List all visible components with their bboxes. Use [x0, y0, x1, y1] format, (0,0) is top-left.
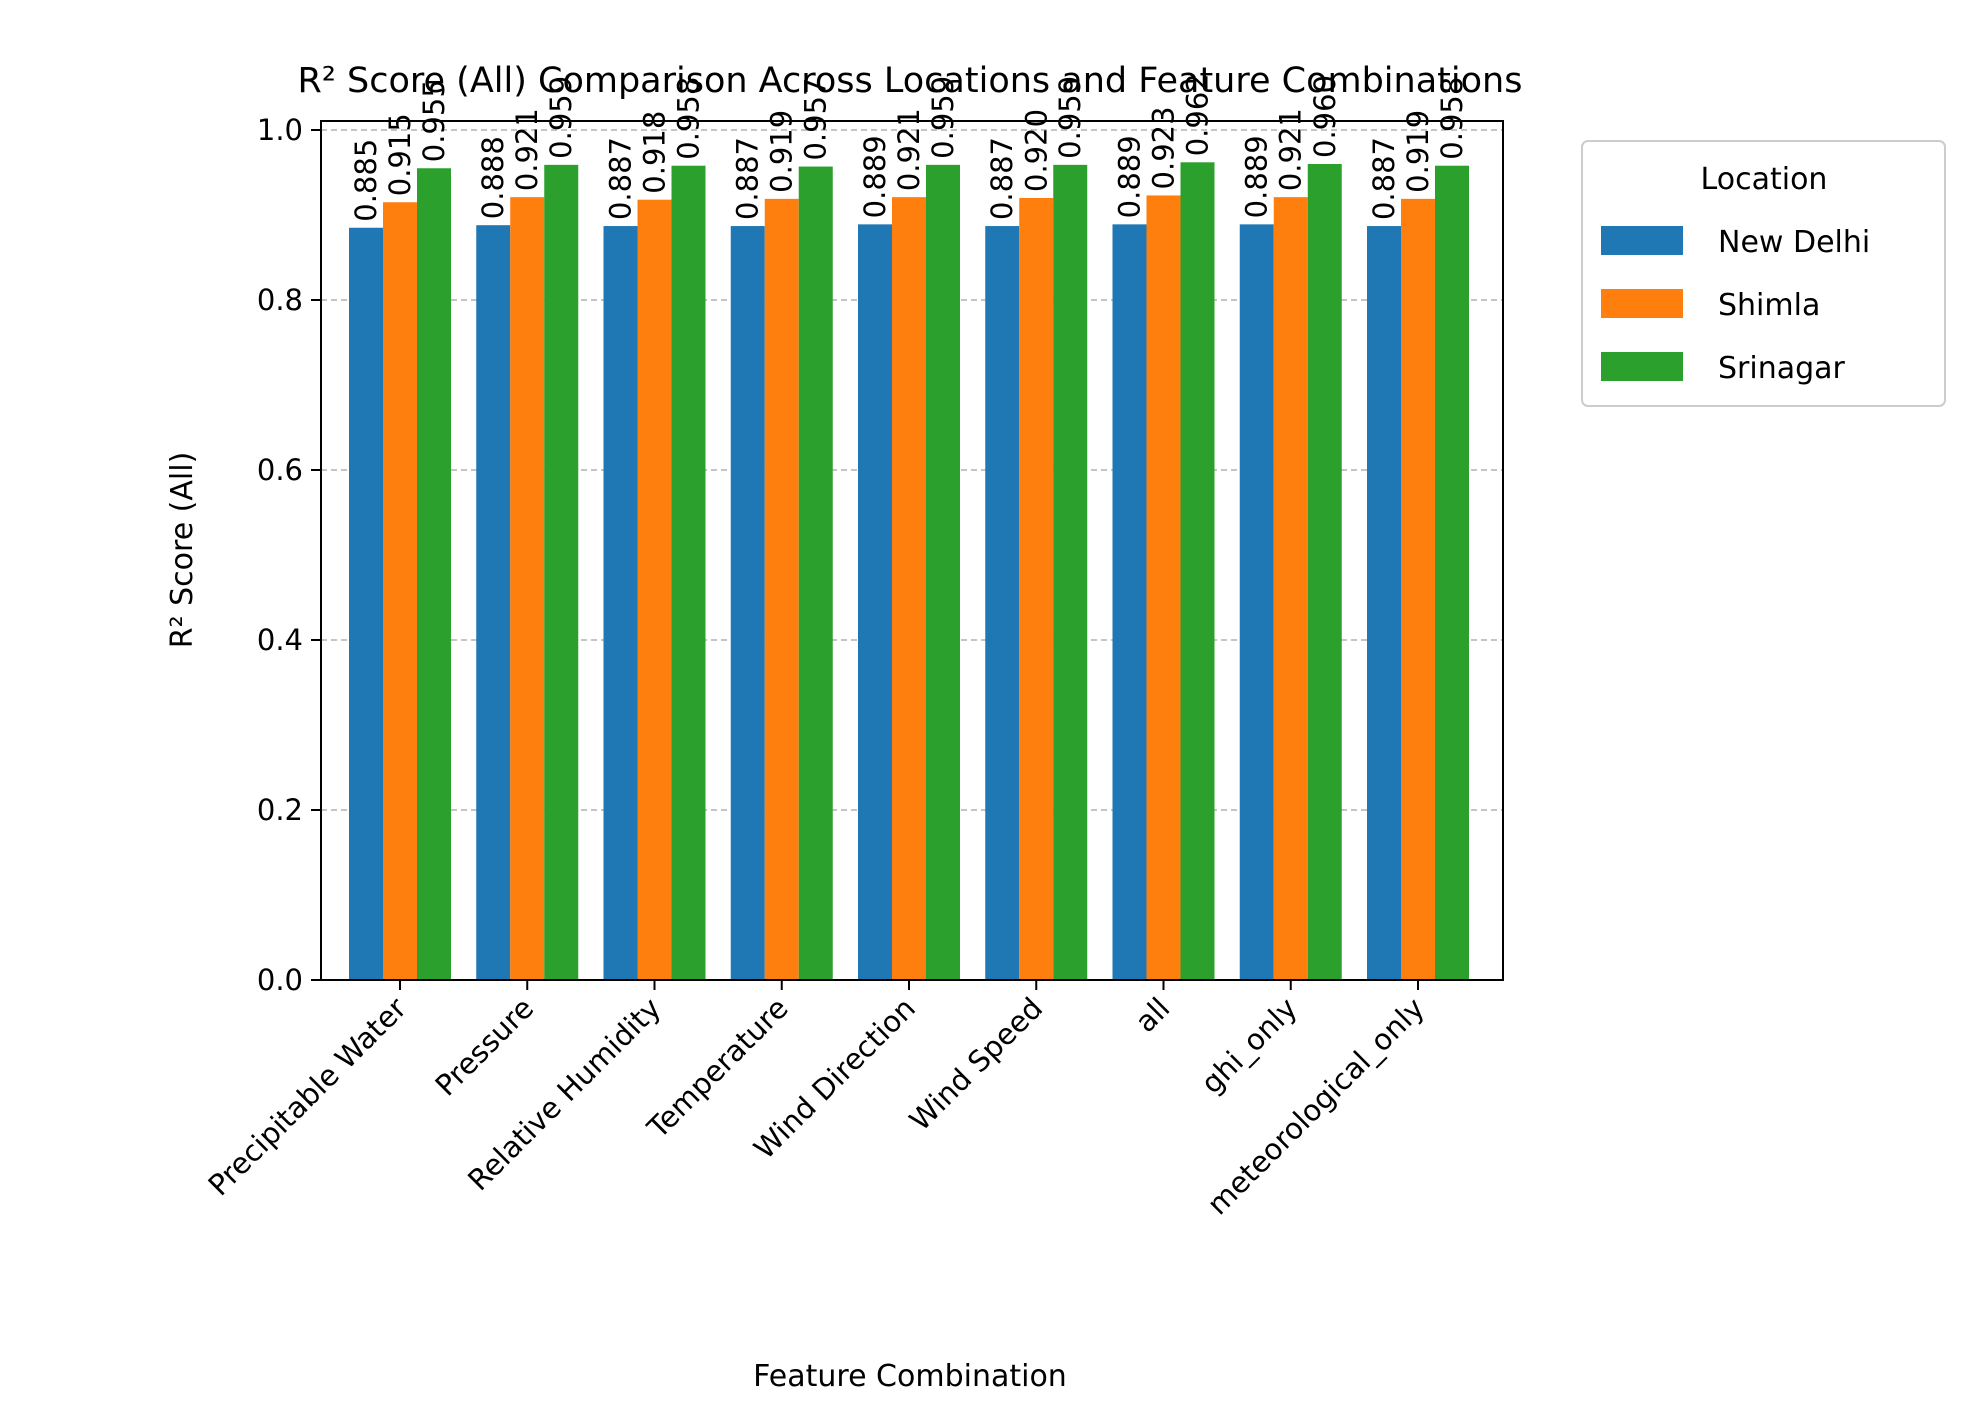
plot-frame: [320, 120, 1504, 981]
x-tick-label: ghi_only: [1194, 991, 1303, 1100]
bar: [476, 225, 511, 980]
data-label: 0.958: [1435, 77, 1469, 160]
data-label: 0.957: [799, 78, 833, 161]
data-label: 0.915: [383, 113, 417, 196]
legend-items: New Delhi Shimla Srinagar: [1601, 225, 1870, 386]
y-tick-label: 0.8: [257, 283, 303, 317]
data-label: 0.959: [544, 76, 578, 159]
y-tick-label: 1.0: [257, 113, 303, 147]
bar: [1180, 162, 1215, 981]
legend-label: Srinagar: [1718, 351, 1846, 386]
legend-swatch: [1601, 352, 1683, 381]
legend-swatch: [1601, 289, 1683, 318]
data-label: 0.889: [858, 135, 892, 218]
data-label: 0.889: [1113, 135, 1147, 218]
chart-title: R² Score (All) Comparison Across Locatio…: [298, 61, 1523, 101]
bar: [1435, 165, 1469, 980]
data-label: 0.959: [1053, 76, 1087, 159]
bar: [417, 168, 451, 980]
legend-box: [1581, 140, 1946, 407]
x-axis-label: Feature Combination: [753, 1359, 1067, 1394]
data-label: 0.887: [731, 137, 765, 220]
data-label: 0.919: [1401, 110, 1435, 193]
bar: [637, 199, 672, 980]
data-label: 0.887: [1367, 137, 1401, 220]
bar: [349, 227, 383, 980]
data-label: 0.885: [349, 139, 383, 222]
legend-label: New Delhi: [1718, 225, 1870, 260]
x-tick-label: Pressure: [429, 991, 541, 1103]
bar: [1112, 224, 1147, 981]
data-label: 0.887: [604, 137, 638, 220]
bars-layer: [349, 162, 1469, 981]
y-tick-label: 0.0: [257, 963, 303, 997]
bar: [730, 226, 765, 981]
x-tick-label: Precipitable Water: [202, 991, 413, 1202]
data-label: 0.918: [638, 111, 672, 194]
y-tick-label: 0.4: [257, 623, 303, 657]
data-label: 0.962: [1181, 73, 1215, 156]
x-tick-label: Wind Speed: [903, 991, 1049, 1137]
bar: [1239, 224, 1274, 981]
y-axis: 0.0 0.2 0.4 0.6 0.8 1.0: [257, 113, 321, 997]
bar: [383, 202, 417, 980]
legend: Location New Delhi Shimla Srinagar: [1581, 140, 1946, 407]
data-label: 0.888: [476, 136, 510, 219]
data-label: 0.960: [1308, 75, 1342, 158]
bar: [603, 226, 638, 981]
bar: [764, 198, 799, 981]
data-label: 0.889: [1240, 135, 1274, 218]
y-tick-label: 0.2: [257, 793, 303, 827]
bar: [1019, 198, 1054, 980]
bar: [1367, 226, 1401, 981]
bar: [544, 164, 579, 981]
data-label: 0.920: [1019, 109, 1053, 192]
data-label: 0.923: [1147, 106, 1181, 189]
bar: [1053, 164, 1088, 981]
data-label: 0.887: [985, 137, 1019, 220]
bar: [510, 197, 545, 980]
data-label: 0.959: [926, 76, 960, 159]
bar: [1146, 195, 1181, 980]
x-tick-label: meteorological_only: [1200, 991, 1430, 1221]
legend-label: Shimla: [1718, 288, 1820, 323]
bar: [858, 224, 892, 981]
x-tick-label: all: [1128, 991, 1176, 1039]
bar: [1401, 198, 1435, 981]
bar: [1273, 197, 1308, 980]
data-label: 0.919: [765, 110, 799, 193]
y-tick-label: 0.6: [257, 453, 303, 487]
legend-title: Location: [1701, 162, 1828, 197]
bar: [926, 164, 960, 981]
legend-swatch: [1601, 226, 1683, 255]
data-label: 0.958: [672, 77, 706, 160]
y-axis-label: R² Score (All): [165, 452, 200, 649]
bar: [798, 166, 833, 981]
bar: [1307, 164, 1342, 980]
bar: [671, 165, 706, 980]
bar: [892, 197, 926, 980]
bar: [985, 226, 1020, 981]
